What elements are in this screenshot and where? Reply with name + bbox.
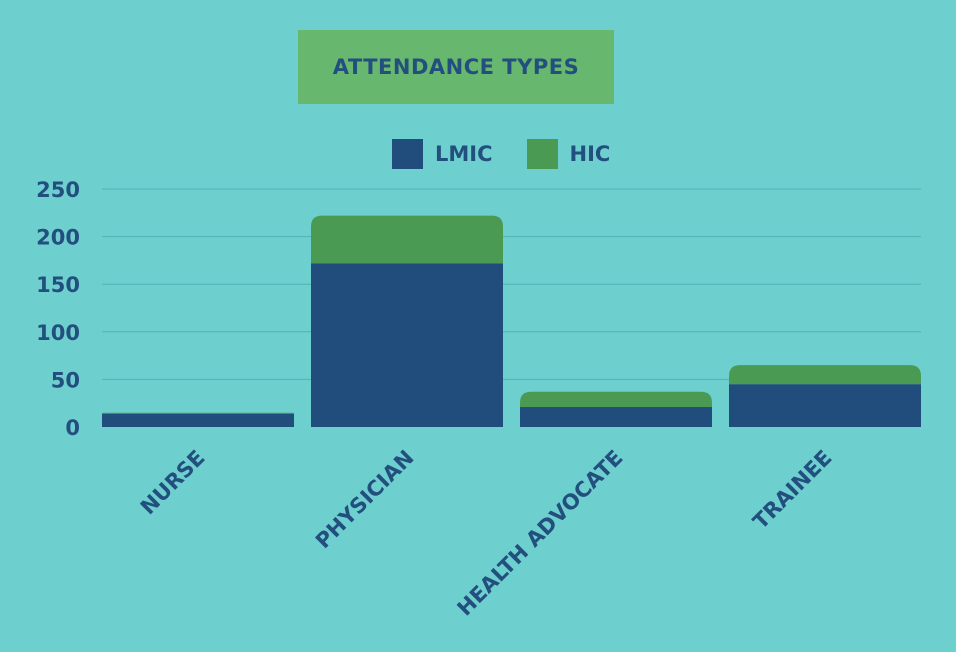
legend-swatch-hic — [526, 139, 558, 169]
legend-label-lmic: LMIC — [435, 142, 493, 166]
bar-lmic-physician — [311, 263, 503, 427]
y-tick-label: 250 — [36, 178, 80, 202]
legend: LMIC HIC — [392, 139, 610, 169]
legend-item-lmic: LMIC — [392, 139, 493, 169]
y-tick-label: 0 — [65, 416, 80, 440]
bar-hic-health-advocate — [520, 391, 712, 408]
y-tick-label: 50 — [51, 368, 80, 392]
x-tick-label: HEALTH ADVOCATE — [453, 446, 628, 621]
bar-hic-physician — [311, 215, 503, 264]
x-tick-label: PHYSICIAN — [311, 446, 419, 554]
bar-lmic-nurse — [102, 413, 294, 427]
y-tick-label: 100 — [36, 321, 80, 345]
x-tick-label: NURSE — [136, 446, 210, 520]
x-tick-label: TRAINEE — [748, 446, 836, 534]
bar-hic-trainee — [729, 365, 921, 385]
legend-label-hic: HIC — [569, 142, 611, 166]
y-tick-label: 150 — [36, 273, 80, 297]
bar-lmic-health-advocate — [520, 407, 712, 427]
legend-item-hic: HIC — [526, 139, 611, 169]
chart-title: ATTENDANCE TYPES — [332, 55, 580, 79]
y-tick-label: 200 — [36, 226, 80, 250]
bar-hic-nurse — [102, 412, 294, 414]
bar-lmic-trainee — [729, 384, 921, 427]
chart-title-box: ATTENDANCE TYPES — [298, 30, 614, 104]
legend-swatch-lmic — [392, 139, 423, 169]
